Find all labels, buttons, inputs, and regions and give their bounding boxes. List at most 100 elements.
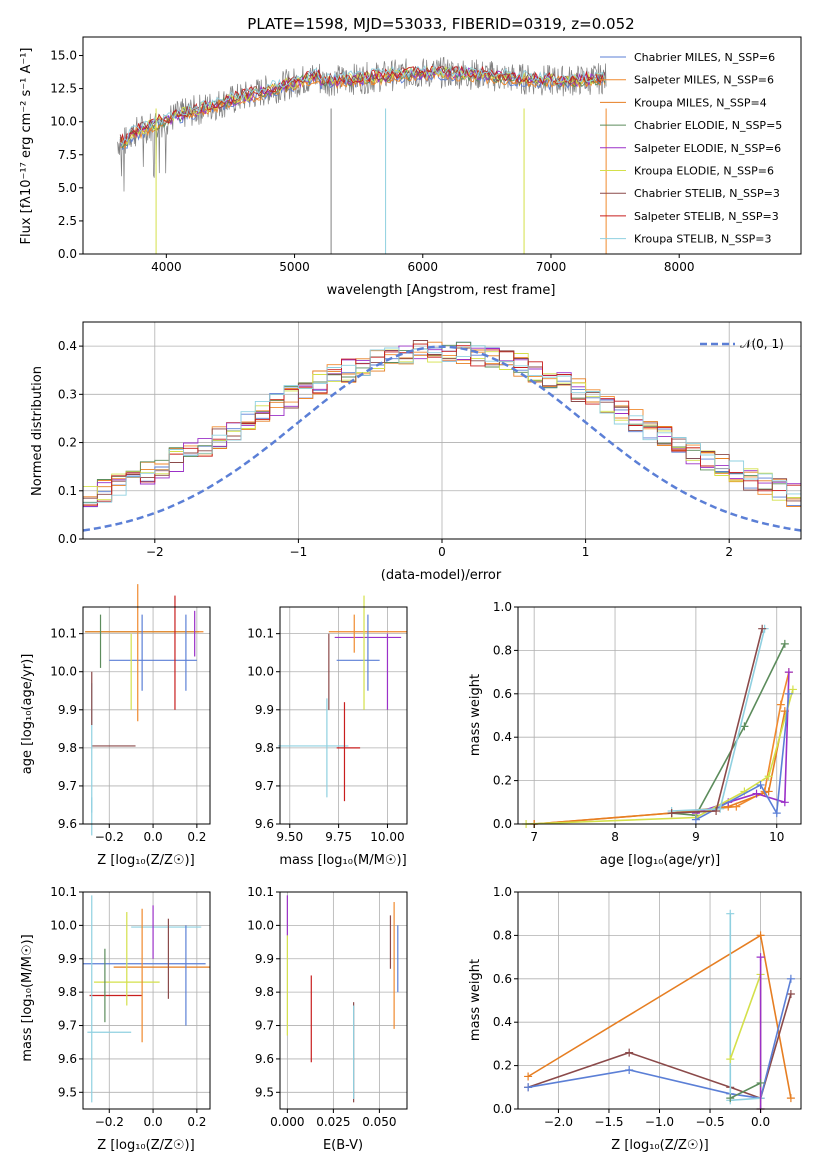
legend-label-5: Kroupa ELODIE, N_SSP=6 [634, 165, 774, 178]
age-weight-ytick-label: 0.8 [493, 643, 512, 657]
age-weight-marker [780, 798, 789, 807]
z-weight-ytick-label: 1.0 [493, 885, 512, 899]
z-age-xtick-label: −0.2 [95, 830, 124, 844]
age-weight-line-2 [671, 643, 786, 817]
z-weight-ytick-label: 0.8 [493, 928, 512, 942]
z-age-ytick-label: 9.9 [58, 703, 77, 717]
mass-age-ytick-label: 9.8 [255, 741, 274, 755]
age-weight-ytick-label: 0.4 [493, 730, 512, 744]
mass-age-xtick-label: 10.00 [370, 830, 404, 844]
z-weight-marker [726, 1055, 735, 1064]
z-mass-ytick-label: 9.5 [58, 1085, 77, 1099]
spectrum-frame [82, 36, 802, 255]
age-weight-marker [764, 787, 773, 796]
spectrum-xtick-label: 7000 [536, 260, 567, 274]
mass-age-ytick-label: 9.9 [255, 703, 274, 717]
age-weight-xlabel: age [log₁₀(age/yr)] [600, 853, 721, 868]
spectrum-ylabel: Flux [fλ10⁻¹⁷ erg cm⁻² s⁻¹ A⁻¹] [19, 48, 34, 245]
legend-label-4: Salpeter ELODIE, N_SSP=6 [634, 142, 781, 155]
residual-ytick-label: 0.0 [58, 532, 77, 546]
age-weight-marker [788, 685, 797, 694]
mass-age-panel: 9.50 9.75 10.00 9.6 9.7 9.8 9.9 10.0 10.1 [247, 595, 408, 844]
z-weight-ytick-label: 0.6 [493, 972, 512, 986]
residual-xtick-label: 1 [582, 545, 590, 559]
ebv-mass-xtick-label: 0.050 [362, 1115, 396, 1129]
z-weight-ytick-label: 0.2 [493, 1059, 512, 1073]
z-weight-line-3 [729, 913, 761, 1102]
mass-age-ytick-label: 10.1 [247, 627, 274, 641]
spectrum-ytick-label: 2.5 [58, 214, 77, 228]
spectrum-panel: PLATE=1598, MJD=53033, FIBERID=0319, z=0… [19, 15, 802, 298]
z-mass-frame [82, 891, 211, 1110]
z-age-ylabel: age [log₁₀(age/yr)] [20, 654, 35, 775]
z-age-ytick-label: 9.8 [58, 741, 77, 755]
residual-ytick-label: 0.4 [58, 339, 77, 353]
z-weight-xtick-label: 0.0 [751, 1115, 770, 1129]
z-age-ytick-label: 10.1 [50, 627, 77, 641]
residual-hist-8 [83, 345, 801, 504]
spectrum-ytick-label: 15.0 [50, 49, 77, 63]
z-age-ytick-label: 9.6 [58, 817, 77, 831]
z-mass-ytick-label: 9.7 [58, 1019, 77, 1033]
z-weight-marker [756, 953, 765, 962]
ebv-mass-xtick-label: 0.000 [270, 1115, 304, 1129]
z-weight-marker [625, 1065, 634, 1074]
age-weight-line-7 [671, 628, 763, 814]
z-age-xlabel: Z [log₁₀(Z/Z☉)] [97, 853, 194, 868]
z-weight-xtick-label: −1.0 [645, 1115, 674, 1129]
age-weight-line-6 [671, 628, 766, 812]
age-weight-xtick-label: 9 [692, 830, 700, 844]
ebv-mass-ytick-label: 10.0 [247, 918, 274, 932]
legend-label-1: Salpeter MILES, N_SSP=6 [634, 74, 774, 87]
z-mass-ytick-label: 9.6 [58, 1052, 77, 1066]
age-weight-line-0 [534, 671, 790, 825]
z-age-xtick-label: 0.2 [187, 830, 206, 844]
z-weight-panel: −2.0 −1.5 −1.0 −0.5 0.0 0.0 0.2 0.4 0.6 0.8 1.0 [493, 885, 802, 1129]
z-weight-ytick-label: 0.0 [493, 1102, 512, 1116]
spectrum-ytick-label: 5.0 [58, 181, 77, 195]
model-fit-8 [119, 64, 606, 146]
age-weight-marker [691, 815, 700, 824]
spectrum-ytick-label: 0.0 [58, 247, 77, 261]
z-weight-xtick-label: −2.0 [544, 1115, 573, 1129]
z-weight-marker [726, 1094, 735, 1103]
age-weight-marker [784, 689, 793, 698]
z-mass-ytick-label: 9.9 [58, 952, 77, 966]
z-mass-xlabel: Z [log₁₀(Z/Z☉)] [97, 1138, 194, 1153]
age-weight-ytick-label: 0.0 [493, 817, 512, 831]
ebv-mass-frame [279, 891, 408, 1110]
legend-label-7: Salpeter STELIB, N_SSP=3 [634, 210, 779, 223]
residual-ytick-label: 0.1 [58, 484, 77, 498]
z-weight-marker [726, 909, 735, 918]
age-weight-marker [667, 809, 676, 818]
age-weight-ylabel: mass weight [468, 674, 483, 756]
z-weight-marker [786, 1094, 795, 1103]
ebv-mass-ytick-label: 9.8 [255, 985, 274, 999]
age-weight-line-5 [695, 693, 790, 821]
z-weight-xtick-label: −0.5 [695, 1115, 724, 1129]
age-weight-panel: 7 8 9 10 0.0 0.2 0.4 0.6 0.8 1.0 [493, 600, 802, 844]
z-weight-marker [756, 931, 765, 940]
z-mass-panel: −0.2 0.0 0.2 9.5 9.6 9.7 9.8 9.9 10.0 10.1 [50, 885, 211, 1129]
mass-age-ytick-label: 9.7 [255, 779, 274, 793]
age-weight-marker [712, 806, 721, 815]
residual-xlabel: (data-model)/error [381, 568, 502, 583]
age-weight-marker [758, 624, 767, 633]
spectrum-xtick-label: 5000 [279, 260, 310, 274]
age-weight-xtick-label: 10 [769, 830, 784, 844]
residual-xtick-label: −2 [146, 545, 164, 559]
gaussian-curve [82, 345, 802, 532]
z-age-ytick-label: 9.7 [58, 779, 77, 793]
ebv-mass-xlabel: E(B-V) [323, 1138, 363, 1153]
spectrum-legend: Chabrier MILES, N_SSP=6 Salpeter MILES, N… [600, 51, 782, 246]
age-weight-xtick-label: 7 [530, 830, 538, 844]
spectrum-xtick-label: 8000 [664, 260, 695, 274]
z-mass-ytick-label: 9.8 [58, 985, 77, 999]
z-mass-xtick-label: −0.2 [95, 1115, 124, 1129]
age-weight-ytick-label: 0.6 [493, 687, 512, 701]
age-weight-marker [772, 809, 781, 818]
z-weight-ylabel: mass weight [468, 959, 483, 1041]
spectrum-ytick-label: 10.0 [50, 115, 77, 129]
mass-age-ytick-label: 9.6 [255, 817, 274, 831]
